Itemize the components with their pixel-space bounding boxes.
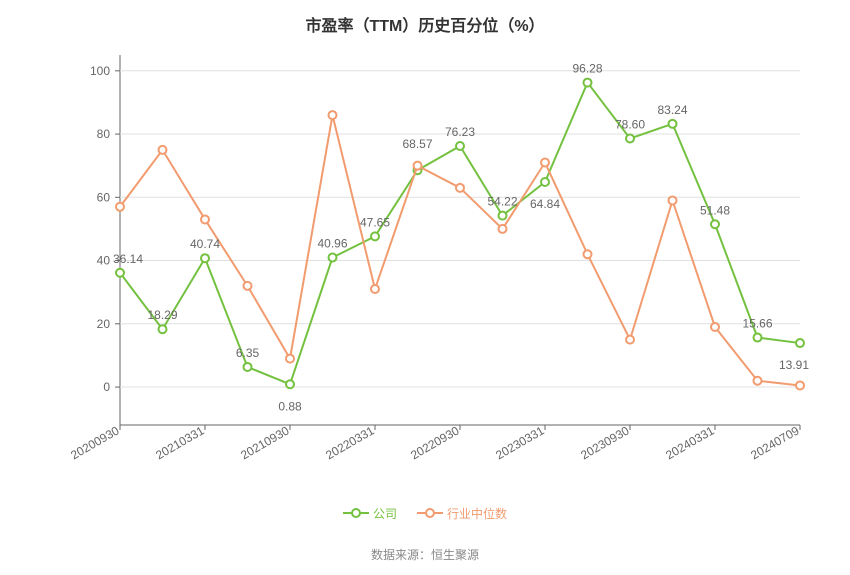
series-marker-company (201, 254, 209, 262)
series-marker-company (711, 220, 719, 228)
series-marker-company (286, 380, 294, 388)
x-tick-label: 20220331 (323, 423, 377, 462)
series-marker-company (116, 269, 124, 277)
series-marker-industry_median (371, 285, 379, 293)
value-label: 68.57 (402, 137, 432, 151)
series-marker-industry_median (584, 250, 592, 258)
value-label: 6.35 (236, 346, 260, 360)
x-tick-label: 20220930 (408, 423, 462, 462)
series-marker-company (541, 178, 549, 186)
y-tick-label: 20 (97, 317, 111, 331)
series-line-industry_median (120, 115, 800, 385)
legend-item-company[interactable]: 公司 (343, 505, 397, 522)
legend-icon (343, 506, 369, 520)
value-label: 0.88 (278, 399, 302, 413)
series-marker-industry_median (286, 355, 294, 363)
series-marker-industry_median (754, 377, 762, 385)
series-marker-company (159, 325, 167, 333)
series-marker-company (456, 142, 464, 150)
y-tick-label: 40 (97, 254, 111, 268)
value-label: 83.24 (657, 103, 687, 117)
value-label: 78.60 (615, 117, 645, 131)
series-marker-industry_median (159, 146, 167, 154)
series-marker-industry_median (626, 336, 634, 344)
series-marker-industry_median (669, 196, 677, 204)
series-marker-industry_median (116, 203, 124, 211)
x-tick-label: 20240331 (663, 423, 717, 462)
x-tick-label: 20210331 (153, 423, 207, 462)
value-label: 64.84 (530, 197, 560, 211)
chart-footer: 数据来源：恒生聚源 (0, 546, 850, 563)
value-label: 13.91 (779, 358, 809, 372)
series-marker-company (626, 134, 634, 142)
series-marker-industry_median (414, 162, 422, 170)
value-label: 18.29 (147, 308, 177, 322)
x-tick-label: 20210930 (238, 423, 292, 462)
series-marker-company (371, 232, 379, 240)
series-marker-industry_median (796, 381, 804, 389)
legend-label: 行业中位数 (447, 505, 507, 522)
series-marker-company (329, 254, 337, 262)
y-tick-label: 100 (90, 64, 110, 78)
value-label: 40.74 (190, 237, 220, 251)
value-label: 51.48 (700, 203, 730, 217)
value-label: 36.14 (113, 252, 143, 266)
value-label: 76.23 (445, 125, 475, 139)
series-marker-industry_median (244, 282, 252, 290)
value-label: 15.66 (742, 317, 772, 331)
value-label: 40.96 (317, 237, 347, 251)
x-tick-label: 20230331 (493, 423, 547, 462)
y-tick-label: 80 (97, 127, 111, 141)
chart-legend: 公司 行业中位数 (0, 505, 850, 524)
x-tick-label: 20200930 (68, 423, 122, 462)
y-tick-label: 60 (97, 190, 111, 204)
chart-container: 市盈率（TTM）历史百分位（%） 0 20 40 60 80 100 20200930 202… (0, 0, 850, 575)
value-label: 47.65 (360, 215, 390, 229)
series-marker-company (244, 363, 252, 371)
x-tick-label: 20230930 (578, 423, 632, 462)
series-marker-industry_median (711, 323, 719, 331)
value-label: 54.22 (487, 195, 517, 209)
legend-icon (417, 506, 443, 520)
series-marker-industry_median (499, 225, 507, 233)
chart-plot: 0 20 40 60 80 100 20200930 20210331 20210930 2022… (0, 0, 850, 575)
series-marker-company (584, 79, 592, 87)
series-marker-company (669, 120, 677, 128)
x-tick-label: 20240709 (748, 423, 802, 462)
value-label: 96.28 (572, 62, 602, 76)
legend-item-industry_median[interactable]: 行业中位数 (417, 505, 507, 522)
y-tick-label: 0 (103, 380, 110, 394)
series-marker-company (754, 334, 762, 342)
series-marker-company (499, 212, 507, 220)
legend-label: 公司 (373, 505, 397, 522)
chart-title: 市盈率（TTM）历史百分位（%） (0, 12, 850, 36)
series-marker-company (796, 339, 804, 347)
series-marker-industry_median (541, 159, 549, 167)
series-marker-industry_median (329, 111, 337, 119)
series-marker-industry_median (201, 215, 209, 223)
series-marker-industry_median (456, 184, 464, 192)
